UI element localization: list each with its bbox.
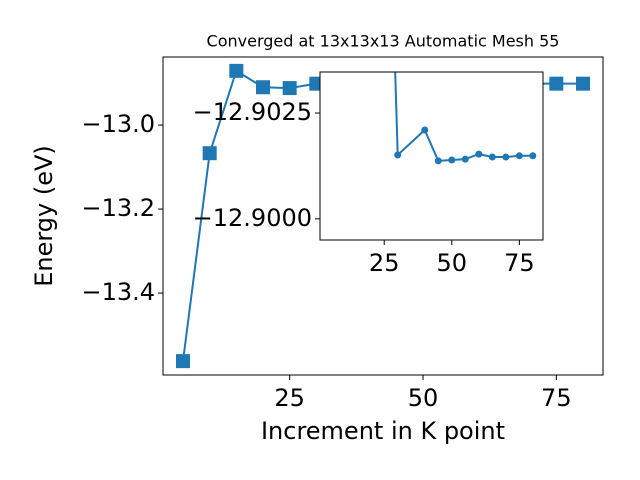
marker — [475, 150, 483, 158]
marker — [282, 81, 297, 96]
y-tick-label: −12.9000 — [193, 204, 312, 232]
marker — [576, 76, 590, 91]
plot-layer — [394, 72, 537, 165]
marker — [229, 63, 244, 78]
x-tick-label: 75 — [504, 249, 535, 277]
x-tick-label: 25 — [274, 384, 305, 412]
marker — [515, 152, 523, 160]
y-tick-label: −13.4 — [81, 278, 155, 306]
marker — [176, 354, 190, 369]
x-tick-label: 25 — [369, 249, 400, 277]
y-tick-label: −13.2 — [81, 194, 155, 222]
y-tick-label: −12.9025 — [193, 98, 312, 126]
x-tick-label: 50 — [408, 384, 439, 412]
y-tick-label: −13.0 — [81, 110, 155, 138]
axes-frame — [319, 71, 544, 241]
marker — [461, 155, 469, 163]
marker — [256, 80, 270, 95]
x-axis-label: Increment in K point — [261, 417, 505, 445]
marker — [394, 151, 402, 159]
marker — [434, 157, 442, 165]
marker — [448, 156, 456, 164]
marker — [421, 126, 429, 134]
x-tick-label: 75 — [541, 384, 572, 412]
y-axis-label: Energy (eV) — [30, 145, 58, 287]
x-tick-label: 50 — [436, 249, 467, 277]
marker — [549, 76, 564, 91]
axes-frame — [162, 56, 604, 376]
marker — [202, 146, 217, 161]
marker — [529, 152, 537, 160]
chart-title: Converged at 13x13x13 Automatic Mesh 55 — [207, 32, 560, 51]
marker — [488, 153, 496, 161]
marker — [502, 153, 510, 161]
